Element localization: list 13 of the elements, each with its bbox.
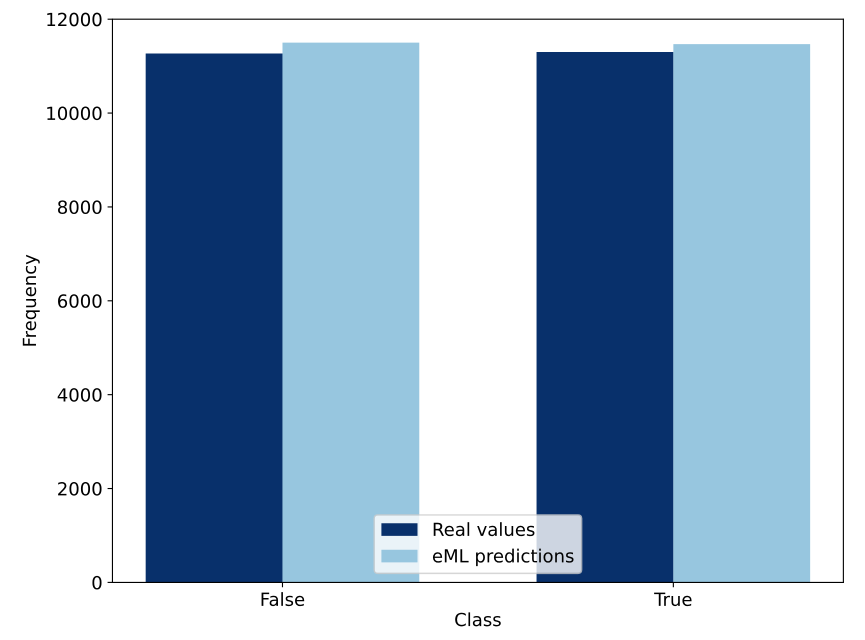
legend-label: eML predictions [432,548,574,566]
y-tick-label: 10000 [47,106,102,120]
y-tick-label: 12000 [47,12,102,26]
x-tick-label: False [262,592,304,606]
y-tick-label: 8000 [58,200,102,214]
y-tick-label: 2000 [58,482,102,496]
legend-label: Real values [434,522,534,536]
y-tick-label: 0 [92,576,102,590]
y-tick-label: 4000 [58,388,102,402]
y-axis-title: Frequency [22,254,40,346]
x-axis-title: Class [455,612,501,626]
x-tick-label: True [654,592,692,606]
y-tick-label: 6000 [58,294,102,308]
